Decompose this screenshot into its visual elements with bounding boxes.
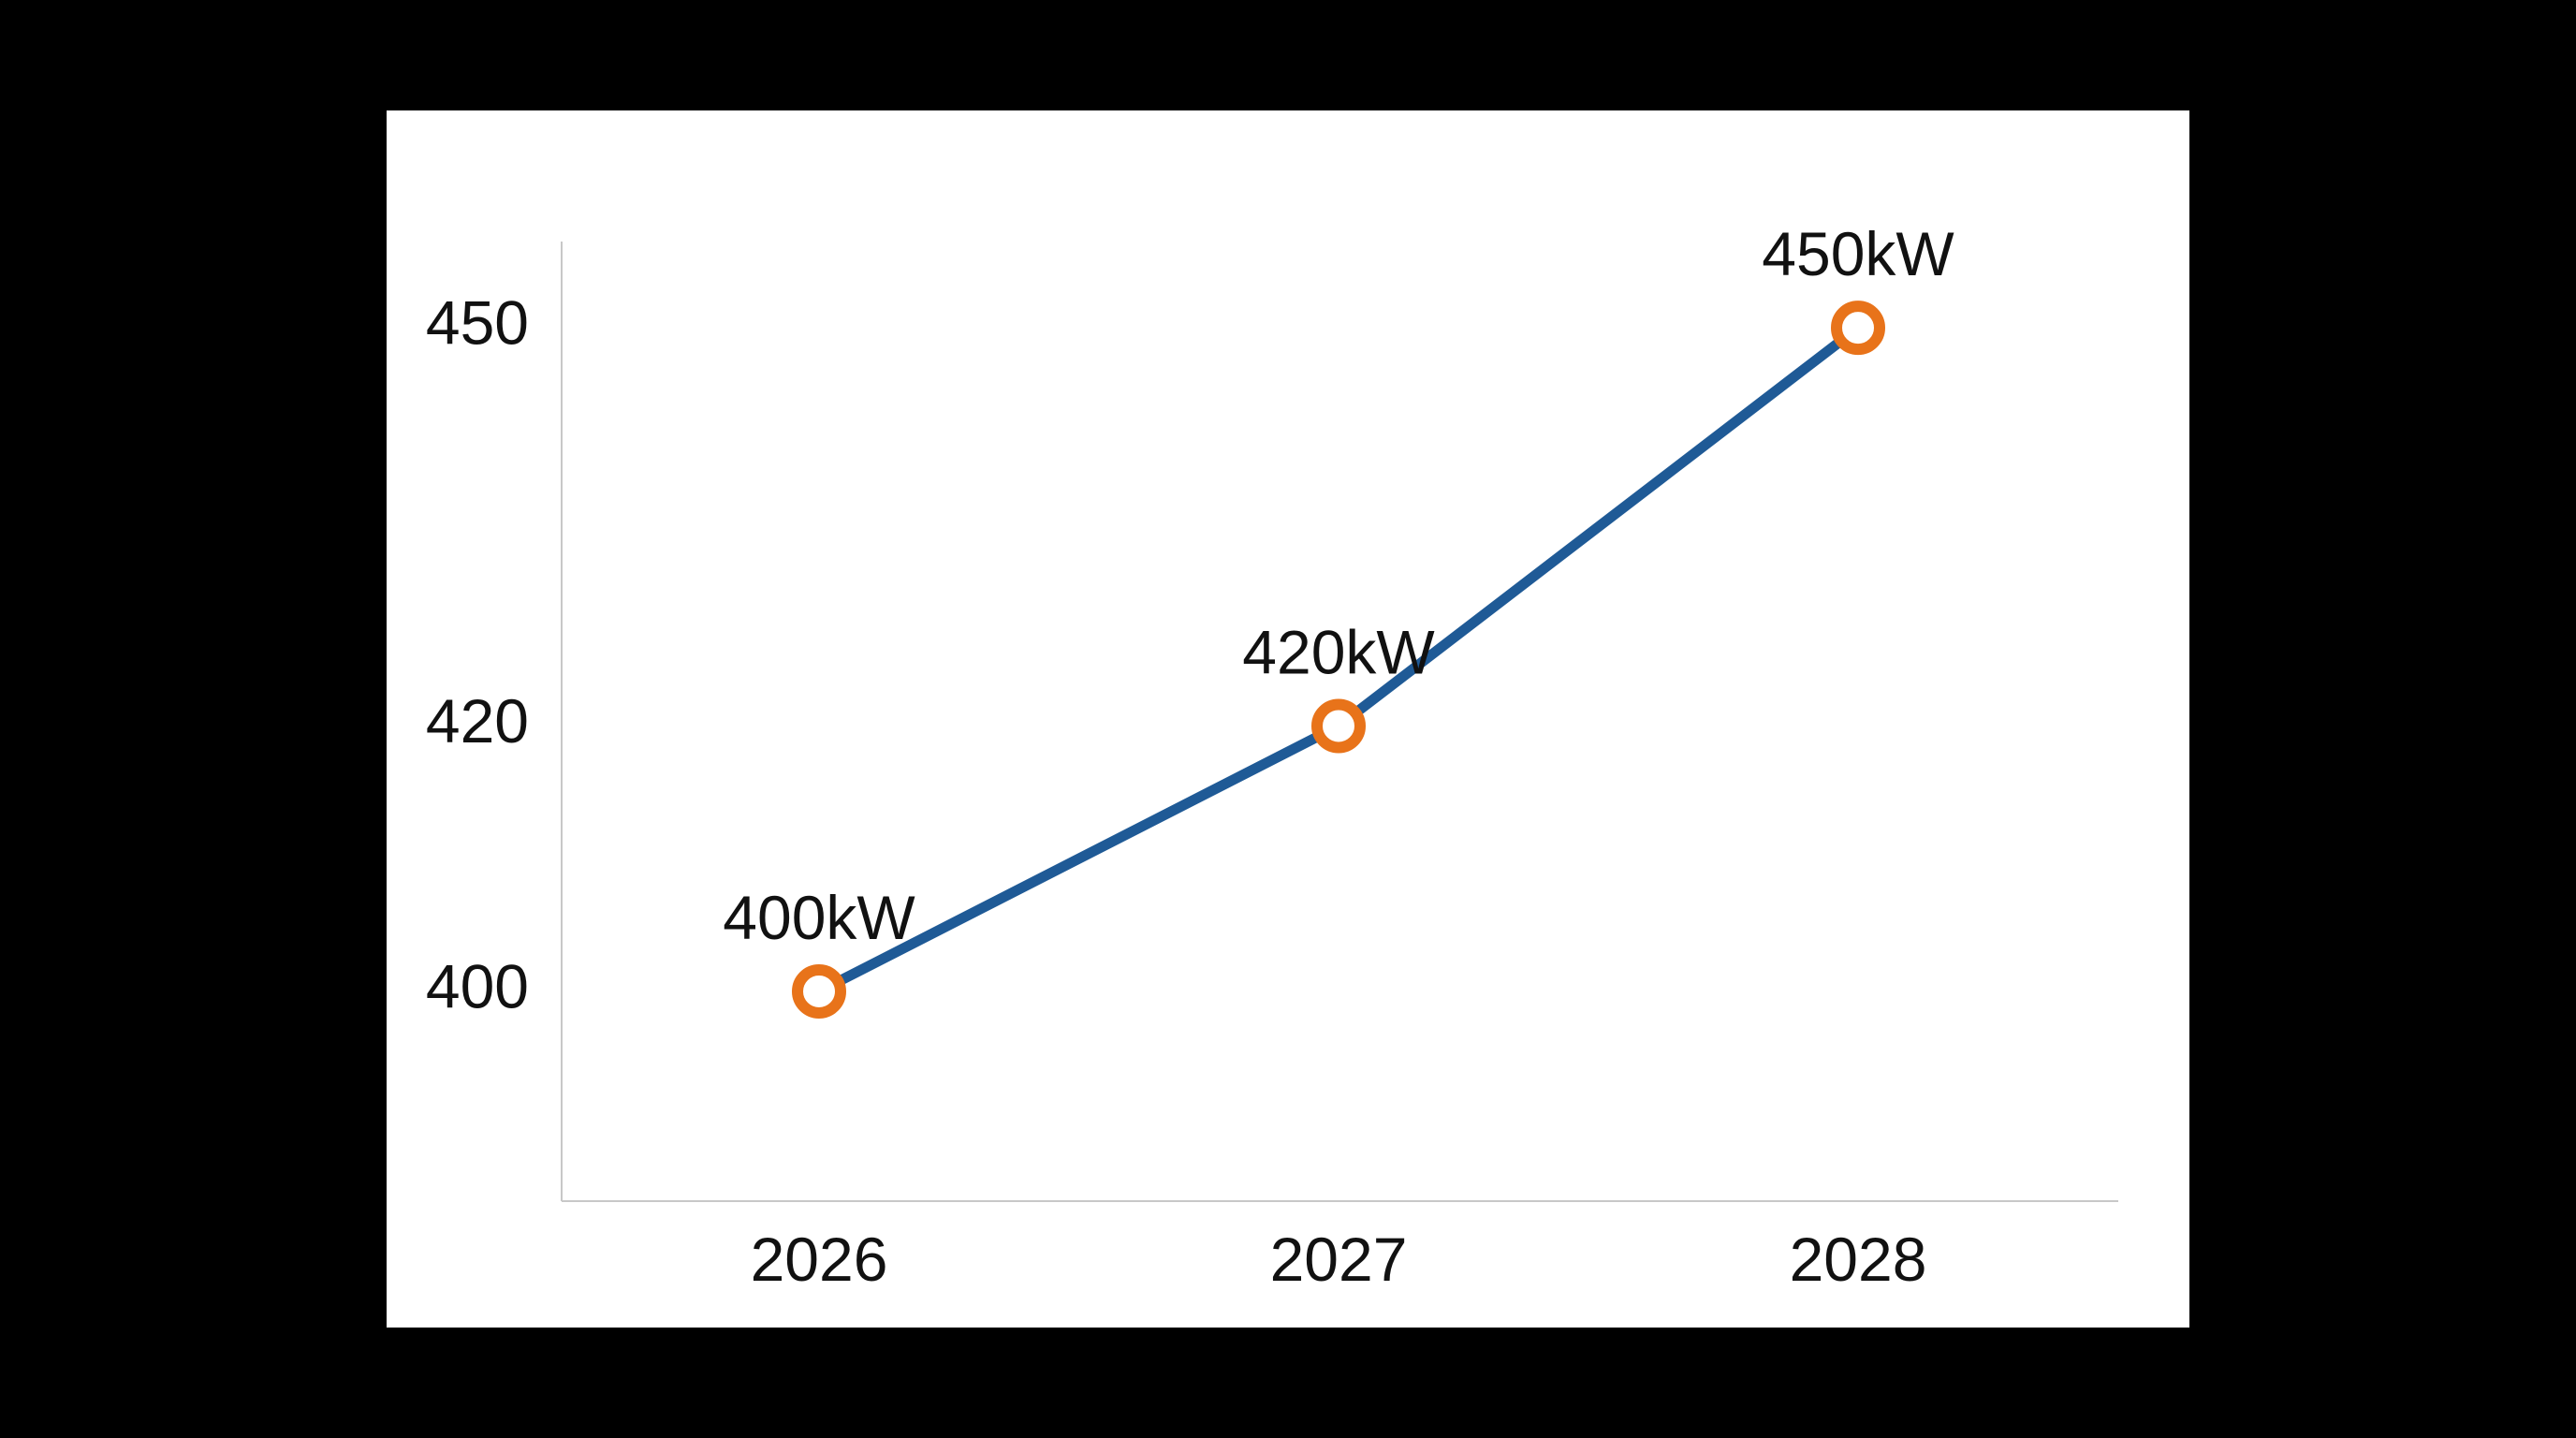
axes-group: 400 420 450 2026 2027 2028 [426,242,2118,1294]
line-chart: 400 420 450 2026 2027 2028 400kW 420kW 450kW [426,219,2118,1294]
y-tick-label: 450 [426,288,529,358]
x-tick-label: 2028 [1790,1225,1927,1294]
data-point-marker [1311,698,1366,754]
labels-group: 400kW 420kW 450kW [723,219,1954,952]
data-point-marker [1831,301,1885,356]
y-tick-label: 420 [426,686,529,756]
data-label: 420kW [1242,617,1435,686]
y-tick-label: 400 [426,951,529,1020]
data-label: 400kW [723,883,915,952]
series-group [792,301,1885,1020]
chart-panel: 400 420 450 2026 2027 2028 400kW 420kW 450kW [387,110,2189,1328]
data-point-marker [792,964,846,1020]
x-tick-label: 2027 [1270,1225,1408,1294]
data-label: 450kW [1762,219,1954,288]
x-tick-label: 2026 [751,1225,888,1294]
